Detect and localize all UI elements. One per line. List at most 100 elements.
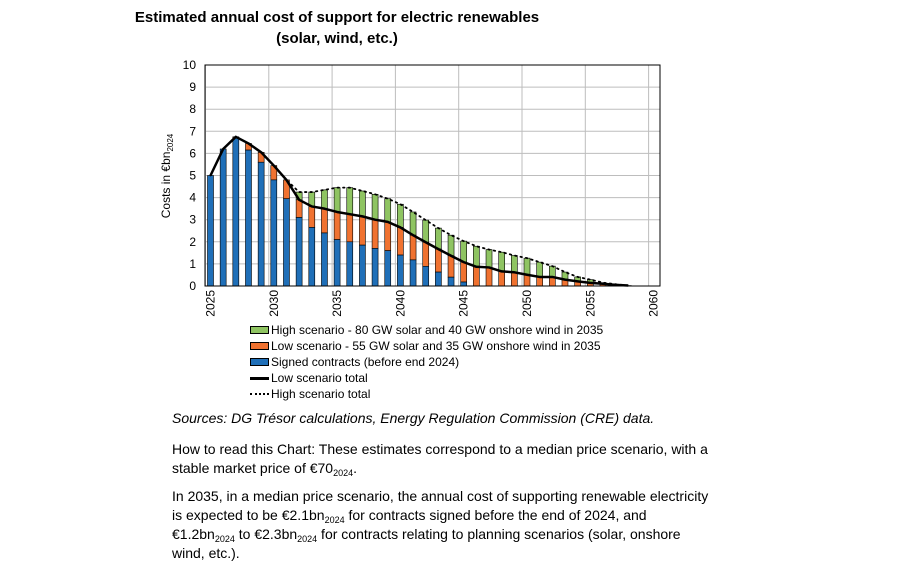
bar-low-scenario — [359, 216, 366, 246]
y-tick-label: 9 — [189, 80, 196, 94]
legend-line-solid — [250, 376, 269, 380]
legend-item-high: High scenario - 80 GW solar and 40 GW on… — [250, 322, 603, 338]
bar-high-scenario — [359, 190, 366, 217]
y-tick-label: 3 — [189, 213, 196, 227]
bar-low-scenario — [333, 211, 341, 240]
legend-line-dotted — [250, 393, 269, 395]
bar-low-scenario — [473, 266, 480, 287]
bar-signed-contracts — [333, 239, 341, 287]
bar-low-scenario — [485, 267, 493, 287]
how-to-read-paragraph: How to read this Chart: These estimates … — [172, 441, 708, 478]
y-tick-label: 4 — [189, 191, 196, 205]
x-tick-label: 2030 — [267, 290, 281, 317]
bar-high-scenario — [333, 187, 341, 213]
bar-low-scenario — [511, 271, 518, 287]
bar-low-scenario — [321, 208, 328, 234]
bar-high-scenario — [397, 203, 404, 228]
bar-high-scenario — [346, 187, 354, 215]
bar-low-scenario — [409, 234, 417, 261]
bar-signed-contracts — [447, 276, 455, 287]
y-axis-label: Costs in €bn2024 — [159, 133, 175, 218]
legend-item-low: Low scenario - 55 GW solar and 35 GW ons… — [250, 338, 603, 354]
legend-item-low-total: Low scenario total — [250, 370, 603, 386]
x-tick-label: 2060 — [647, 290, 661, 317]
legend-swatch-high — [250, 326, 269, 334]
y-ticks: 0 1 2 3 4 5 6 7 8 9 10 — [183, 58, 197, 293]
legend-item-high-total: High scenario total — [250, 386, 603, 402]
lines — [209, 135, 630, 287]
bar-low-scenario — [384, 221, 392, 251]
bar-high-scenario — [523, 257, 531, 276]
sources-note: Sources: DG Trésor calculations, Energy … — [172, 410, 655, 426]
bar-low-scenario — [346, 213, 354, 243]
bar-high-scenario — [371, 193, 379, 221]
bar-signed-contracts — [321, 232, 328, 287]
bar-signed-contracts — [270, 179, 278, 287]
bar-high-scenario — [536, 261, 543, 278]
bar-signed-contracts — [384, 250, 392, 287]
chart: Estimated annual cost of support for ele… — [135, 9, 661, 317]
bar-high-scenario — [473, 245, 480, 268]
bar-low-scenario — [371, 219, 379, 249]
bar-high-scenario — [511, 255, 518, 273]
y-tick-label: 2 — [189, 235, 196, 249]
bar-signed-contracts — [295, 217, 303, 287]
bar-signed-contracts — [460, 281, 468, 287]
bar-low-scenario — [498, 271, 505, 287]
x-tick-label: 2025 — [204, 290, 218, 317]
bar-low-scenario — [536, 276, 543, 287]
bar-high-scenario — [321, 189, 328, 209]
bar-low-scenario — [460, 261, 468, 283]
chart-title-line1: Estimated annual cost of support for ele… — [135, 9, 539, 26]
y-tick-label: 8 — [189, 102, 196, 116]
summary-paragraph: In 2035, in a median price scenario, the… — [172, 488, 709, 561]
legend-label: Low scenario total — [271, 371, 368, 385]
bar-low-scenario — [295, 199, 303, 218]
bar-signed-contracts — [409, 259, 417, 287]
bars — [207, 136, 632, 287]
legend: High scenario - 80 GW solar and 40 GW on… — [250, 322, 603, 402]
bar-high-scenario — [384, 198, 392, 223]
bar-signed-contracts — [232, 137, 240, 287]
bar-high-scenario — [435, 227, 442, 250]
legend-label: High scenario - 80 GW solar and 40 GW on… — [271, 323, 604, 337]
bar-signed-contracts — [283, 198, 290, 287]
bar-low-scenario — [397, 227, 404, 256]
x-tick-label: 2035 — [330, 290, 344, 317]
bar-high-scenario — [498, 251, 505, 272]
legend-swatch-low — [250, 342, 269, 350]
y-tick-label: 0 — [189, 279, 196, 293]
bar-signed-contracts — [207, 175, 214, 287]
bar-signed-contracts — [346, 241, 354, 287]
legend-label: Low scenario - 55 GW solar and 35 GW ons… — [271, 339, 601, 353]
y-tick-label: 1 — [189, 257, 196, 271]
bar-high-scenario — [460, 240, 468, 263]
bar-low-scenario — [523, 274, 531, 287]
bar-high-scenario — [485, 249, 493, 268]
x-tick-label: 2040 — [393, 290, 407, 317]
y-tick-label: 5 — [189, 169, 196, 183]
bar-signed-contracts — [397, 254, 404, 287]
legend-swatch-signed — [250, 358, 269, 366]
legend-label: Signed contracts (before end 2024) — [271, 355, 460, 369]
plot-frame — [204, 64, 661, 287]
bar-signed-contracts — [257, 161, 265, 287]
bar-signed-contracts — [422, 266, 430, 287]
bar-high-scenario — [422, 219, 430, 243]
bar-high-scenario — [447, 234, 455, 257]
x-tick-label: 2055 — [583, 290, 597, 317]
bar-signed-contracts — [308, 227, 316, 287]
legend-label: High scenario total — [271, 387, 371, 401]
y-tick-label: 6 — [189, 146, 196, 160]
bar-signed-contracts — [359, 244, 366, 287]
bar-low-scenario — [447, 255, 455, 278]
y-tick-label: 10 — [183, 58, 197, 72]
bar-high-scenario — [549, 265, 556, 278]
bar-signed-contracts — [245, 149, 252, 287]
x-tick-label: 2045 — [457, 290, 471, 317]
low-scenario-total-line — [209, 135, 629, 287]
bar-low-scenario — [308, 206, 316, 228]
x-tick-label: 2050 — [520, 290, 534, 317]
bar-low-scenario — [435, 248, 442, 273]
bar-signed-contracts — [371, 248, 379, 287]
